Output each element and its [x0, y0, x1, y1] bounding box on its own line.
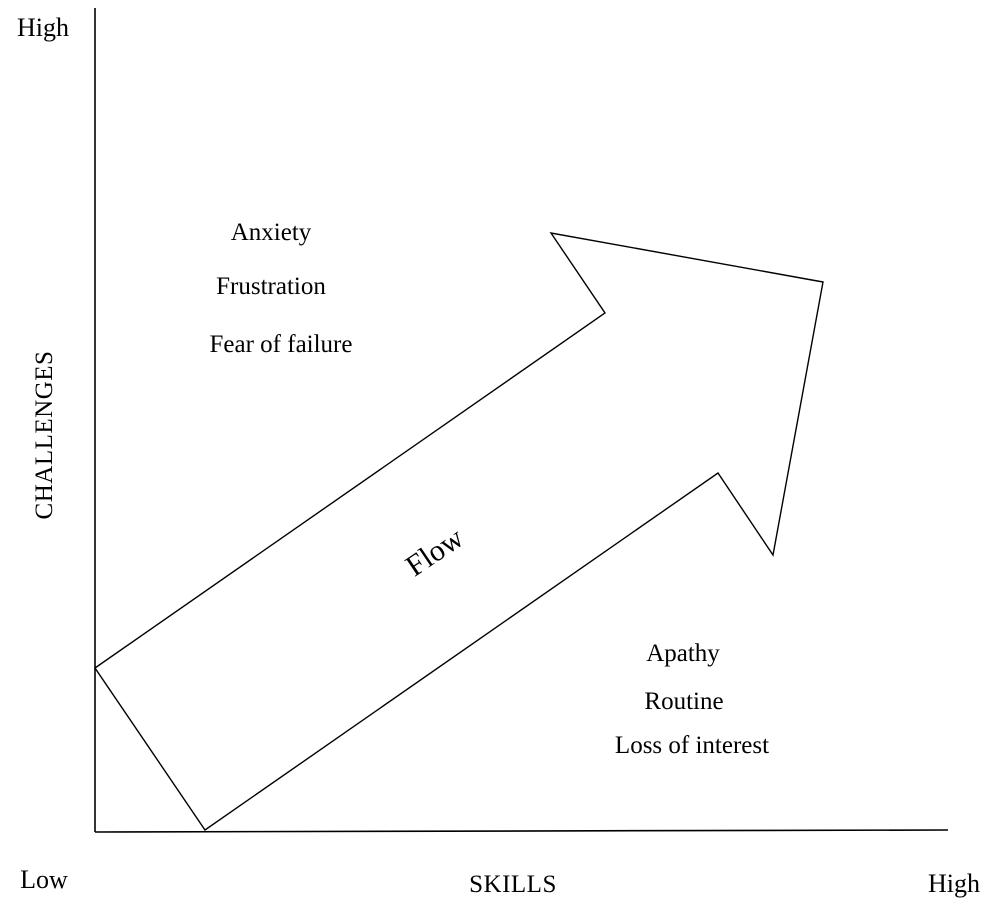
region-upper-item: Fear of failure	[210, 331, 353, 358]
flow-arrow	[94, 232, 824, 831]
region-lower-item: Loss of interest	[615, 732, 769, 759]
y-axis-high-label: High	[17, 13, 69, 42]
x-axis-title: SKILLS	[469, 871, 557, 898]
region-upper-item: Frustration	[216, 273, 326, 300]
x-axis-line	[94, 829, 949, 833]
x-axis-low-label: Low	[20, 865, 68, 894]
y-axis-title: CHALLENGES	[31, 351, 58, 520]
region-lower-item: Routine	[644, 688, 723, 715]
x-axis-high-label: High	[928, 869, 980, 898]
region-lower-item: Apathy	[646, 640, 720, 667]
region-upper-item: Anxiety	[231, 219, 312, 246]
